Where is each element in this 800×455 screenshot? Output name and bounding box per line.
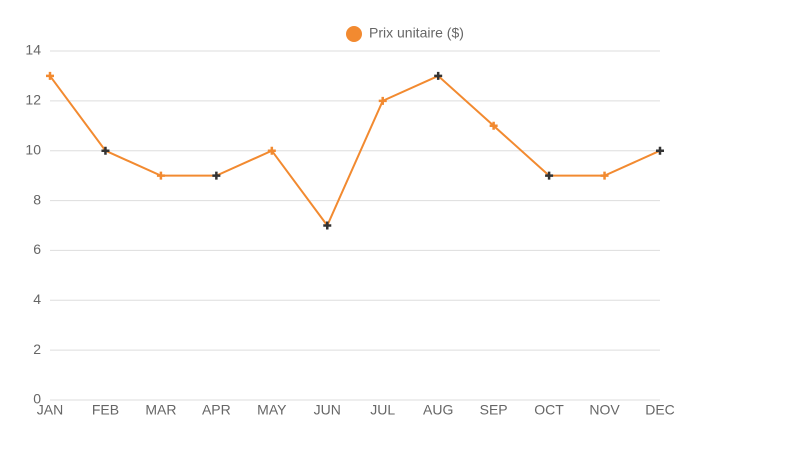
y-tick-label: 10: [25, 141, 41, 157]
legend-swatch: [346, 26, 362, 42]
x-tick-label: JUL: [370, 402, 395, 418]
y-tick-label: 14: [25, 42, 41, 58]
marker: [656, 146, 664, 155]
marker: [323, 221, 332, 230]
y-tick-label: 6: [33, 241, 41, 257]
marker: [434, 71, 443, 80]
y-tick-label: 0: [33, 391, 41, 407]
marker: [212, 171, 221, 180]
x-tick-label: OCT: [534, 402, 564, 418]
marker: [545, 171, 554, 180]
legend-label: Prix unitaire ($): [369, 25, 464, 41]
marker: [489, 121, 498, 130]
x-tick-label: SEP: [480, 402, 508, 418]
y-tick-label: 12: [25, 92, 41, 108]
x-tick-label: APR: [202, 402, 231, 418]
x-tick-label: DEC: [645, 402, 675, 418]
y-tick-label: 8: [33, 191, 41, 207]
line: [49, 74, 661, 228]
marker: [101, 146, 110, 155]
x-tick-label: MAY: [257, 402, 287, 418]
marker: [378, 96, 387, 105]
y-tick-label: 4: [33, 291, 41, 307]
x-tick-label: NOV: [589, 402, 620, 418]
marker: [46, 71, 54, 80]
x-tick-label: MAR: [145, 402, 176, 418]
x-tick-label: JUN: [314, 402, 341, 418]
x-tick-label: JAN: [37, 402, 63, 418]
marker: [267, 146, 276, 155]
marker: [600, 171, 609, 180]
x-tick-label: FEB: [92, 402, 119, 418]
marker: [156, 171, 165, 180]
x-tick-label: AUG: [423, 402, 453, 418]
y-tick-label: 2: [33, 341, 41, 357]
